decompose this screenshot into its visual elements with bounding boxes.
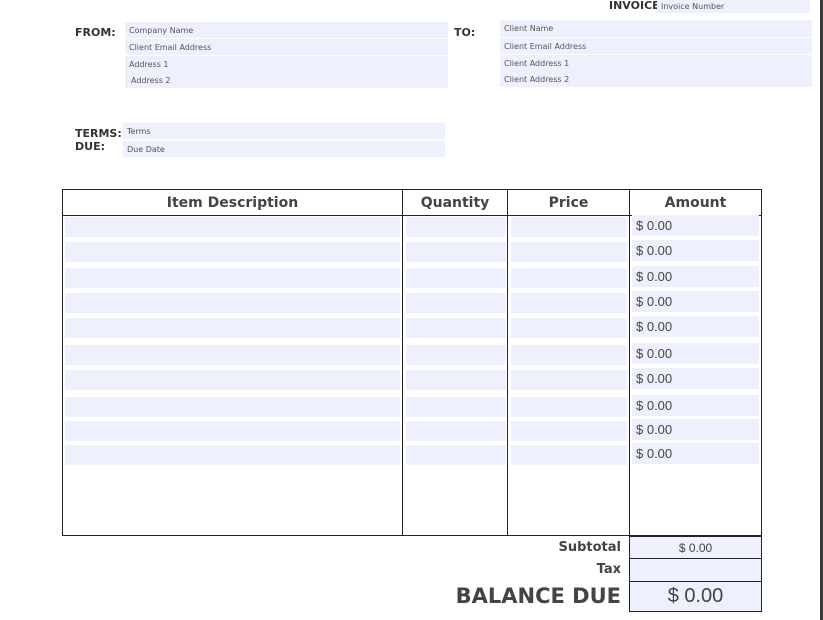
- window-edge: [820, 0, 823, 620]
- amount-value: $ 0.00: [632, 266, 759, 287]
- from-address2-field[interactable]: Address 2: [125, 72, 448, 88]
- tax-field[interactable]: [629, 558, 762, 582]
- column-divider: [402, 190, 403, 535]
- quantity-field[interactable]: [406, 268, 506, 288]
- price-field[interactable]: [511, 345, 627, 365]
- description-field[interactable]: [65, 318, 400, 338]
- price-field[interactable]: [511, 397, 627, 417]
- subtotal-value: $ 0.00: [629, 536, 762, 559]
- terms-label: TERMS:: [75, 127, 122, 140]
- quantity-field[interactable]: [406, 318, 506, 338]
- price-field[interactable]: [511, 370, 627, 390]
- invoice-number-field[interactable]: Invoice Number: [657, 0, 810, 13]
- quantity-field[interactable]: [406, 445, 506, 465]
- amount-value: $ 0.00: [632, 368, 759, 389]
- due-date-field[interactable]: Due Date: [123, 141, 445, 157]
- amount-value: $ 0.00: [632, 316, 759, 337]
- amount-value: $ 0.00: [632, 291, 759, 312]
- description-field[interactable]: [65, 397, 400, 417]
- description-field[interactable]: [65, 293, 400, 313]
- description-field[interactable]: [65, 217, 400, 237]
- column-divider: [629, 190, 630, 535]
- line-items-table: Item Description Quantity Price Amount $…: [62, 189, 762, 536]
- header-amount: Amount: [630, 190, 761, 216]
- client-name-field[interactable]: Client Name: [500, 20, 812, 37]
- price-field[interactable]: [511, 318, 627, 338]
- amount-value: $ 0.00: [632, 215, 759, 236]
- header-price: Price: [508, 190, 629, 216]
- to-label: TO:: [454, 26, 476, 39]
- amount-value: $ 0.00: [632, 395, 759, 416]
- tax-label: Tax: [596, 562, 621, 577]
- quantity-field[interactable]: [406, 217, 506, 237]
- column-divider: [507, 190, 508, 535]
- terms-field[interactable]: Terms: [123, 123, 445, 139]
- subtotal-label: Subtotal: [558, 540, 621, 555]
- description-field[interactable]: [65, 421, 400, 441]
- amount-value: $ 0.00: [632, 419, 759, 440]
- client-email-field[interactable]: Client Email Address: [500, 38, 812, 54]
- description-field[interactable]: [65, 370, 400, 390]
- price-field[interactable]: [511, 217, 627, 237]
- description-field[interactable]: [65, 345, 400, 365]
- price-field[interactable]: [511, 268, 627, 288]
- invoice-label: INVOICE: [609, 0, 660, 12]
- client-address1-field[interactable]: Client Address 1: [500, 55, 812, 71]
- quantity-field[interactable]: [406, 370, 506, 390]
- quantity-field[interactable]: [406, 421, 506, 441]
- quantity-field[interactable]: [406, 242, 506, 262]
- amount-value: $ 0.00: [632, 443, 759, 464]
- price-field[interactable]: [511, 242, 627, 262]
- price-field[interactable]: [511, 421, 627, 441]
- balance-due-value: $ 0.00: [629, 581, 762, 612]
- balance-due-label: BALANCE DUE: [455, 584, 621, 608]
- amount-value: $ 0.00: [632, 240, 759, 261]
- header-item-description: Item Description: [63, 190, 402, 216]
- price-field[interactable]: [511, 293, 627, 313]
- from-email-field[interactable]: Client Email Address: [125, 39, 448, 55]
- quantity-field[interactable]: [406, 293, 506, 313]
- price-field[interactable]: [511, 445, 627, 465]
- header-quantity: Quantity: [403, 190, 507, 216]
- client-address2-field[interactable]: Client Address 2: [500, 71, 812, 87]
- description-field[interactable]: [65, 445, 400, 465]
- quantity-field[interactable]: [406, 345, 506, 365]
- due-label: DUE:: [75, 140, 105, 153]
- description-field[interactable]: [65, 242, 400, 262]
- quantity-field[interactable]: [406, 397, 506, 417]
- amount-value: $ 0.00: [632, 343, 759, 364]
- from-address1-field[interactable]: Address 1: [125, 56, 448, 72]
- from-label: FROM:: [75, 26, 116, 39]
- company-name-field[interactable]: Company Name: [125, 22, 448, 38]
- description-field[interactable]: [65, 268, 400, 288]
